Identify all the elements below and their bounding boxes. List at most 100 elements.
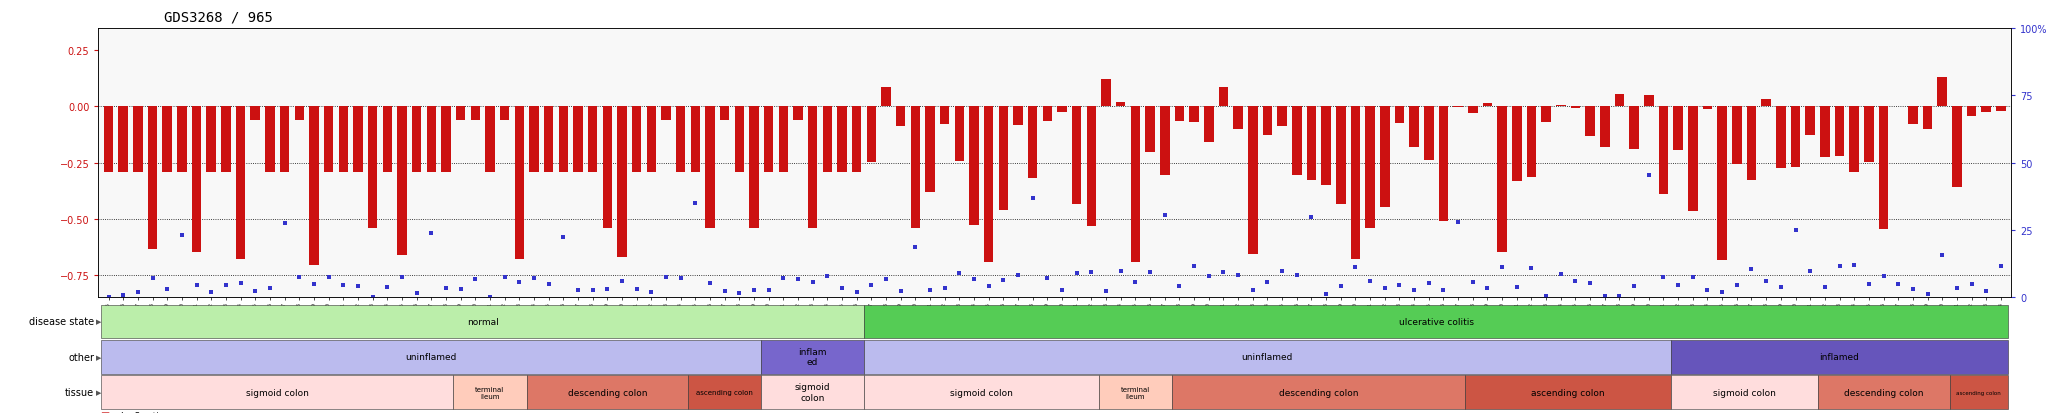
Bar <box>573 107 584 173</box>
Bar <box>545 107 553 173</box>
Bar <box>983 107 993 262</box>
Point <box>561 287 594 294</box>
Text: sigmoid colon: sigmoid colon <box>246 388 309 396</box>
Point <box>121 289 154 296</box>
Bar <box>1071 107 1081 204</box>
Point <box>1192 273 1225 280</box>
Point <box>240 287 272 294</box>
Bar <box>1718 107 1726 261</box>
Bar <box>1380 107 1389 207</box>
Point <box>1939 285 1972 292</box>
Point <box>1985 263 2017 270</box>
Point <box>254 285 287 292</box>
Point <box>1896 286 1929 292</box>
Point <box>1030 275 1063 282</box>
Bar <box>1014 107 1022 126</box>
Bar <box>1864 107 1874 163</box>
Bar <box>735 107 743 173</box>
Point <box>606 278 639 285</box>
Point <box>1868 273 1901 280</box>
Bar <box>721 107 729 121</box>
Bar <box>1878 107 1888 229</box>
Text: uninflamed: uninflamed <box>406 352 457 361</box>
Point <box>782 276 815 283</box>
Bar <box>969 107 979 225</box>
Point <box>195 289 227 296</box>
Point <box>1882 281 1915 287</box>
Bar <box>281 107 289 173</box>
Bar <box>588 107 598 173</box>
Point <box>1573 280 1606 286</box>
Bar <box>1761 99 1772 107</box>
Text: GDS3268 / 965: GDS3268 / 965 <box>164 10 272 24</box>
Bar <box>309 107 319 265</box>
Point <box>1442 219 1475 225</box>
Bar <box>1497 107 1507 253</box>
Bar <box>895 107 905 126</box>
Point <box>1632 172 1665 179</box>
Bar <box>793 107 803 121</box>
Point <box>1016 195 1049 202</box>
Bar <box>1952 107 1962 188</box>
Text: ▶: ▶ <box>96 319 102 325</box>
Bar <box>1806 107 1815 136</box>
Text: ascending colon: ascending colon <box>1532 388 1606 396</box>
Text: inflamed: inflamed <box>1819 352 1860 361</box>
Bar <box>1278 107 1286 127</box>
Point <box>1325 283 1358 290</box>
Bar <box>250 107 260 121</box>
Bar <box>633 107 641 173</box>
Point <box>621 286 653 293</box>
Bar <box>866 107 877 162</box>
Point <box>1163 283 1196 290</box>
Bar <box>133 107 143 173</box>
Point <box>1104 268 1137 274</box>
Point <box>575 287 608 293</box>
Point <box>694 280 727 287</box>
Text: terminal
ileum: terminal ileum <box>475 386 504 399</box>
Bar <box>1542 107 1550 122</box>
Bar <box>236 107 246 260</box>
Bar <box>1585 107 1595 136</box>
Bar <box>162 107 172 173</box>
Bar <box>104 107 113 173</box>
Bar <box>807 107 817 229</box>
Bar <box>616 107 627 257</box>
Bar <box>1483 104 1493 107</box>
Point <box>504 280 537 286</box>
Point <box>1470 285 1503 292</box>
Bar <box>1264 107 1272 136</box>
Point <box>723 290 756 296</box>
Point <box>1706 289 1739 295</box>
Bar <box>412 107 422 173</box>
Bar <box>383 107 391 173</box>
Text: sigmoid
colon: sigmoid colon <box>795 382 831 402</box>
Bar <box>647 107 655 173</box>
Bar <box>1145 107 1155 152</box>
Bar <box>397 107 408 255</box>
Bar <box>852 107 862 173</box>
Point <box>137 275 170 282</box>
Point <box>1456 279 1489 286</box>
Point <box>356 294 389 301</box>
Point <box>1647 274 1679 281</box>
Bar <box>838 107 846 173</box>
Point <box>1735 266 1767 273</box>
Bar <box>676 107 686 173</box>
Point <box>473 294 506 300</box>
Point <box>518 275 551 281</box>
Point <box>664 275 696 281</box>
Point <box>1135 269 1167 275</box>
Point <box>1047 287 1079 293</box>
Bar <box>295 107 303 121</box>
Bar <box>1614 95 1624 107</box>
Bar <box>911 107 920 228</box>
Point <box>1559 278 1591 285</box>
Point <box>328 282 360 289</box>
Point <box>1251 279 1284 285</box>
Bar <box>1204 107 1214 142</box>
Point <box>709 288 741 295</box>
Point <box>766 275 799 282</box>
Text: ▶: ▶ <box>96 389 102 395</box>
Point <box>209 282 242 288</box>
